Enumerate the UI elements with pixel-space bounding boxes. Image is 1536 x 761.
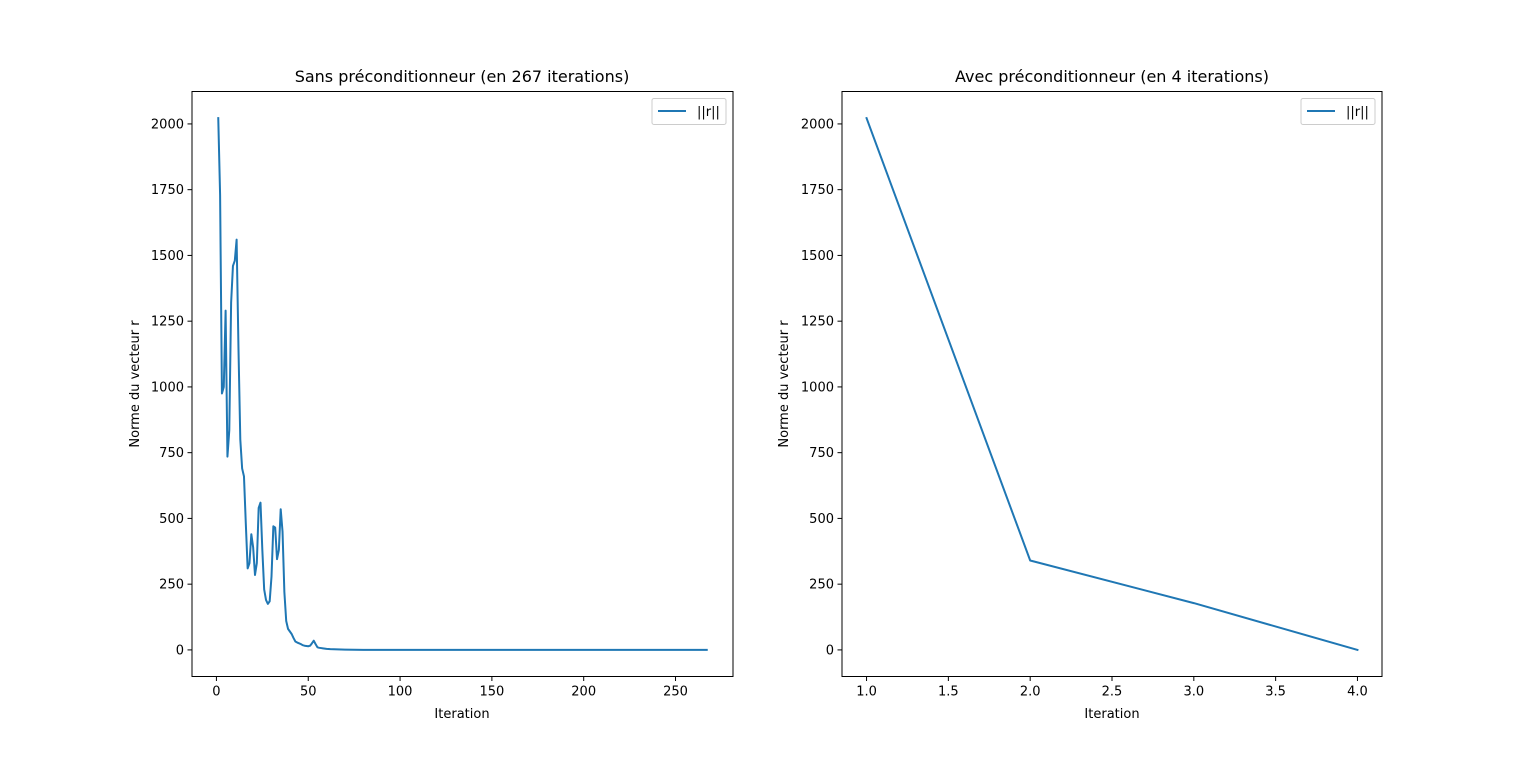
y-tick-label: 1250 bbox=[801, 315, 834, 330]
y-tick-label: 250 bbox=[159, 578, 184, 593]
x-tick-label: 50 bbox=[300, 685, 317, 700]
legend-entry: ||r|| bbox=[1346, 105, 1369, 120]
x-tick-label: 250 bbox=[663, 685, 688, 700]
x-tick-label: 150 bbox=[479, 685, 504, 700]
plot-frame bbox=[191, 91, 734, 677]
y-tick-label: 2000 bbox=[801, 117, 834, 132]
legend-entry: ||r|| bbox=[697, 105, 720, 120]
x-tick-label: 1.0 bbox=[856, 685, 877, 700]
x-tick-label: 4.0 bbox=[1347, 685, 1368, 700]
y-tick-label: 1500 bbox=[801, 249, 834, 264]
y-tick-label: 1750 bbox=[151, 183, 184, 198]
y-tick-label: 1000 bbox=[801, 380, 834, 395]
legend: ||r|| bbox=[651, 98, 727, 125]
tick-group: 0 50 100 150 200 250 0 250 500 750 1000 1250 1500 175… bbox=[151, 117, 688, 699]
x-tick-label: 3.5 bbox=[1265, 685, 1286, 700]
series-line-residual-norm bbox=[217, 117, 708, 651]
legend-box bbox=[1300, 98, 1376, 125]
x-axis-label: Iteration bbox=[434, 707, 489, 722]
y-tick-label: 500 bbox=[159, 512, 184, 527]
x-tick-label: 1.5 bbox=[938, 685, 959, 700]
x-axis-label: Iteration bbox=[1084, 707, 1139, 722]
tick-group: 1.0 1.5 2.0 2.5 3.0 3.5 4.0 0 250 500 750 1000 1250 1… bbox=[801, 117, 1368, 699]
x-tick-label: 0 bbox=[212, 685, 220, 700]
y-tick-label: 0 bbox=[176, 643, 184, 658]
x-tick-label: 3.0 bbox=[1183, 685, 1204, 700]
y-tick-label: 1250 bbox=[151, 315, 184, 330]
y-tick-label: 500 bbox=[809, 512, 834, 527]
y-tick-label: 250 bbox=[809, 578, 834, 593]
x-tick-label: 100 bbox=[388, 685, 413, 700]
chart-without-preconditioner: Sans préconditionneur (en 267 iterations… bbox=[128, 67, 734, 722]
y-tick-label: 750 bbox=[809, 446, 834, 461]
y-axis-label: Norme du vecteur r bbox=[128, 320, 143, 448]
legend-box bbox=[651, 98, 727, 125]
chart-title: Sans préconditionneur (en 267 iterations… bbox=[295, 67, 630, 86]
y-tick-label: 1000 bbox=[151, 380, 184, 395]
y-axis-label: Norme du vecteur r bbox=[777, 320, 792, 448]
y-tick-label: 1500 bbox=[151, 249, 184, 264]
x-tick-label: 2.0 bbox=[1020, 685, 1041, 700]
y-tick-label: 0 bbox=[826, 643, 834, 658]
x-tick-label: 200 bbox=[571, 685, 596, 700]
series-line-residual-norm bbox=[865, 116, 1359, 652]
y-tick-label: 2000 bbox=[151, 117, 184, 132]
legend: ||r|| bbox=[1300, 98, 1376, 125]
chart-with-preconditioner: Avec préconditionneur (en 4 iterations) … bbox=[777, 67, 1383, 722]
plot-frame bbox=[841, 91, 1383, 677]
chart-title: Avec préconditionneur (en 4 iterations) bbox=[955, 67, 1269, 86]
x-tick-label: 2.5 bbox=[1102, 685, 1123, 700]
y-tick-label: 750 bbox=[159, 446, 184, 461]
y-tick-label: 1750 bbox=[801, 183, 834, 198]
